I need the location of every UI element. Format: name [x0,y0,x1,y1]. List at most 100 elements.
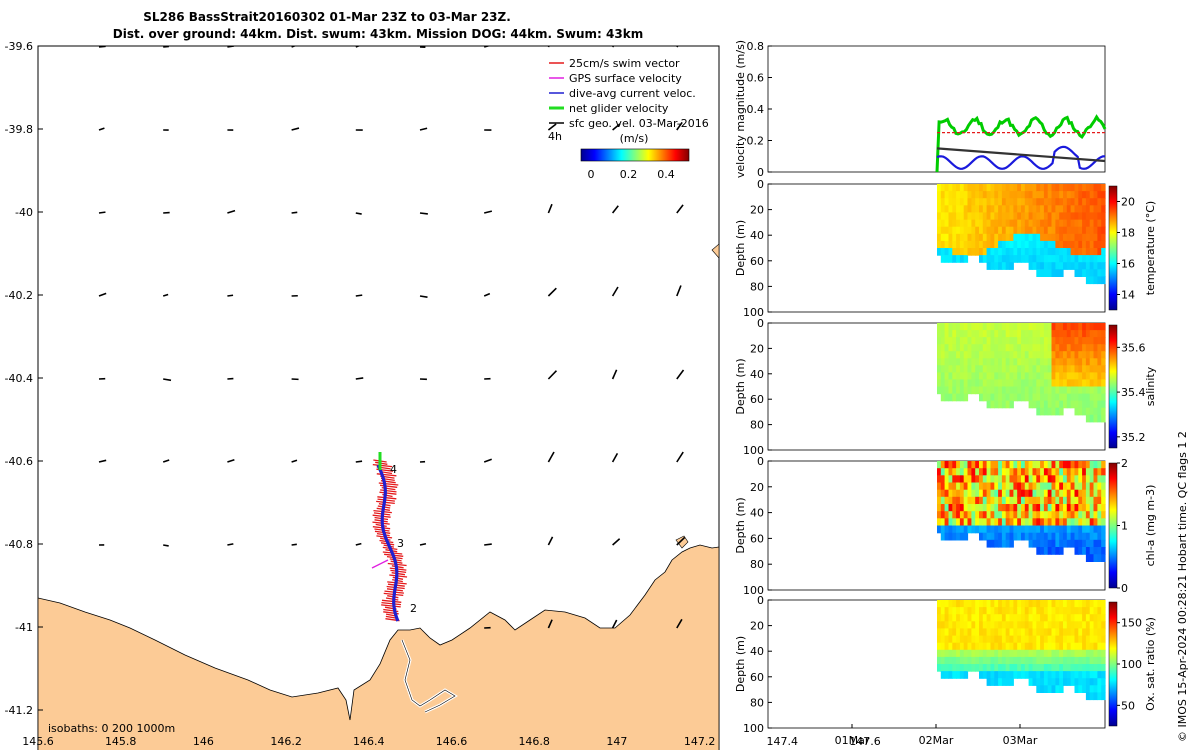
profile-cell [1059,547,1064,555]
profile-cell [940,323,946,331]
current-vector-arrow [227,459,235,463]
profile-cell [1085,372,1091,381]
profile-cell [1005,482,1011,491]
profile-cell [1028,219,1033,228]
profile-cell [952,518,957,527]
profile-cell [1101,525,1106,534]
profile-cell [1101,692,1106,701]
map-x-tick-label: 145.6 [22,735,54,748]
profile-cell [990,468,995,476]
profile-cell [1085,482,1091,491]
profile-cell [1047,482,1053,491]
profile-cell [1085,635,1091,644]
profile-cell [959,671,965,679]
profile-cell [948,664,953,672]
profile-cell [1001,344,1007,352]
profile-cell [967,475,972,484]
profile-cell [1055,372,1060,381]
colorbar-label: temperature (°C) [1144,201,1157,295]
profile-cell [990,323,995,331]
profile-cell [944,219,949,228]
profile-cell [1017,518,1022,527]
profile-cell [1066,518,1072,527]
profile-cell [982,525,988,534]
map-latitude-ticks: -39.6-39.8-40-40.2-40.4-40.6-40.8-41-41.… [5,40,43,717]
profile-cell [1063,198,1068,206]
profile-cell [940,219,946,228]
profile-cell [1082,337,1087,345]
map-panel: 432 145.6 145.8 146 146.2 146.4 146.6 146.8 147… [5,40,881,750]
profile-cell [982,191,988,199]
profile-cell [1028,518,1033,527]
profile-cell [1017,642,1022,651]
profile-cell [937,219,942,228]
profile-cell [1078,482,1083,491]
profile-cell [963,323,969,331]
profile-cell [1097,642,1102,651]
map-y-tick-label: -40.8 [5,538,33,551]
profile-cell [971,212,976,221]
profile-cell [1070,461,1075,469]
profile-cell [1001,330,1007,338]
profile-cell [1036,191,1041,199]
profile-cell [1017,212,1022,221]
profile-cell [1043,198,1049,206]
profile-cell [1017,240,1022,249]
profile-cell [967,379,972,388]
profile-cell [1036,212,1041,221]
profile-cell [1097,614,1102,622]
profile-cell [967,212,972,221]
profile-cell [994,219,999,228]
profile-cell [1074,379,1079,388]
profile-cell [1009,212,1014,221]
profile-cell [1013,489,1018,498]
profile-cell [1036,678,1041,686]
current-vector-arrow [355,460,363,463]
profile-cell [1093,678,1098,686]
profile-cell [963,525,969,534]
profile-cell [1005,255,1011,263]
profile-cell [1024,461,1030,469]
current-vector-arrow [676,536,686,546]
profile-cell [1021,323,1026,331]
profile-cell [1063,461,1068,469]
profile-cell [1009,475,1014,484]
profile-cell [990,358,995,366]
profile-cell [1001,393,1007,402]
profile-cell [990,475,995,484]
profile-cell [982,468,988,476]
profile-cell [1101,685,1106,693]
profile-cell [1082,482,1087,491]
profile-cell [1055,489,1060,498]
profile-cell [1009,386,1014,395]
profile-cell [1032,482,1037,491]
profile-cell [1093,323,1098,331]
profile-cell [948,489,953,498]
profile-cell [956,337,961,345]
profile-cell [1043,191,1049,199]
time-tick-label: 02Mar [919,734,954,747]
profile-cell [1055,240,1060,249]
profile-cell [1024,379,1030,388]
profile-cell [990,539,995,548]
profile-cell [1021,351,1026,359]
profile-cell [1028,482,1033,491]
profile-cell [990,664,995,672]
profile-cell [990,489,995,498]
profile-cell [948,205,953,213]
profile-cell [963,379,969,388]
profile-cell [1032,678,1037,686]
profile-cell [1032,607,1037,615]
profile-cell [1101,393,1106,402]
profile-cell [1082,621,1087,629]
profile-cell [948,344,953,352]
profile-cell [1066,393,1072,402]
profile-cell [1078,248,1083,256]
profile-cell [1047,233,1053,242]
profile-cell [1093,554,1098,562]
profile-cell [994,386,999,395]
profile-cell [979,518,984,527]
profile-cell [1043,240,1049,249]
profile-cell [1028,532,1033,541]
profile-cell [971,233,976,242]
